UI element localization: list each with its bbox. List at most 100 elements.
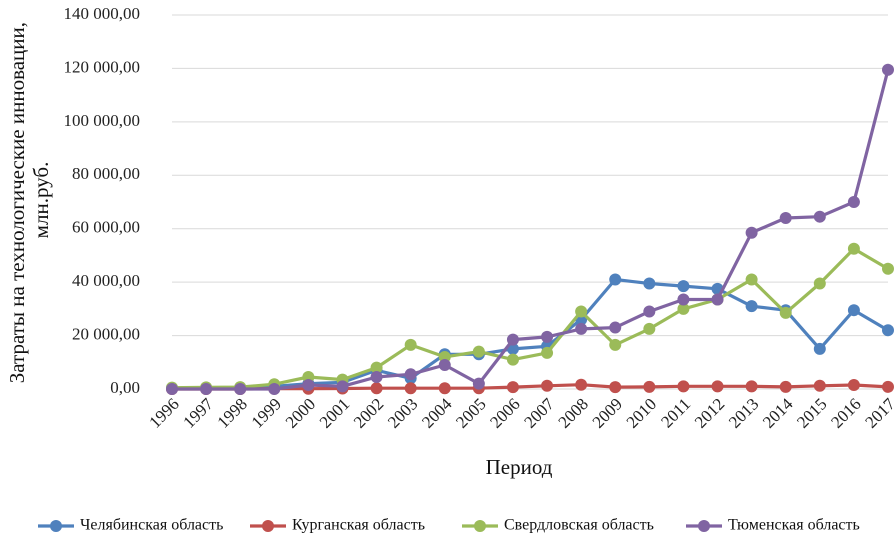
y-axis-label: Затраты на технологические инновации, мл… (5, 17, 53, 384)
grid-lines (172, 14, 888, 390)
data-point (643, 277, 656, 290)
data-point (677, 293, 690, 306)
x-axis-tick-labels: 1996199719981999200020012002200320042005… (145, 394, 896, 432)
data-point (541, 330, 554, 343)
x-tick-label: 2004 (418, 394, 456, 432)
data-point (336, 380, 349, 393)
x-tick-label: 2017 (861, 394, 896, 432)
data-point (541, 379, 554, 392)
data-point (711, 380, 724, 393)
data-point (813, 277, 826, 290)
y-tick-label: 100 000,00 (64, 111, 141, 130)
data-point (677, 280, 690, 293)
data-point (813, 342, 826, 355)
data-point (506, 353, 519, 366)
data-point (166, 383, 178, 395)
legend-swatch-marker (262, 520, 274, 532)
data-point (609, 381, 622, 394)
data-point (745, 273, 758, 286)
data-point (575, 378, 588, 391)
legend-label: Курганская область (292, 517, 425, 534)
series-4 (166, 63, 894, 395)
x-tick-label: 2008 (554, 394, 591, 431)
data-point (745, 380, 758, 393)
data-point (779, 380, 792, 393)
x-tick-label: 2015 (793, 394, 830, 431)
data-point (370, 361, 383, 374)
x-tick-label: 1998 (214, 394, 251, 431)
series-1 (166, 273, 894, 395)
data-point (609, 273, 622, 286)
data-point (882, 63, 894, 76)
y-tick-label: 20 000,00 (72, 324, 140, 343)
data-point (472, 377, 485, 390)
x-tick-label: 2016 (827, 394, 864, 431)
x-tick-label: 2005 (452, 394, 489, 431)
y-tick-label: 140 000,00 (64, 4, 141, 23)
data-point (200, 383, 213, 395)
data-point (609, 321, 622, 334)
legend-swatch-marker (474, 520, 486, 532)
y-tick-label: 120 000,00 (64, 57, 141, 76)
data-point (677, 302, 690, 315)
legend-label: Свердловская область (504, 517, 654, 534)
data-point (847, 196, 860, 208)
x-tick-label: 2000 (282, 394, 319, 431)
x-tick-label: 1999 (248, 394, 285, 431)
legend-label: Челябинская область (80, 517, 223, 534)
data-point (711, 293, 724, 306)
data-point (268, 383, 281, 395)
data-point (609, 338, 622, 351)
y-axis-label-line-1: Затраты на технологические инновации, (5, 22, 29, 383)
y-tick-label: 0,00 (110, 378, 140, 397)
y-tick-label: 80 000,00 (72, 164, 140, 183)
y-axis-label-line-2: млн.руб. (29, 162, 53, 239)
data-point (575, 322, 588, 335)
x-tick-label: 2006 (486, 394, 523, 431)
x-axis-label: Период (486, 455, 553, 479)
x-tick-label: 2009 (589, 394, 626, 431)
legend-item: Свердловская область (462, 517, 654, 534)
data-point (370, 370, 383, 383)
data-point (882, 324, 894, 337)
y-axis-tick-labels: 0,00 20 000,00 40 000,00 60 000,00 80 000,00… (64, 4, 141, 397)
data-point (847, 378, 860, 391)
legend-item: Курганская область (250, 517, 425, 534)
data-point (404, 338, 417, 351)
data-point (745, 226, 758, 239)
data-point (404, 368, 417, 381)
x-tick-label: 2011 (657, 394, 694, 431)
data-point (813, 210, 826, 223)
data-point (813, 379, 826, 392)
x-tick-label: 2010 (623, 394, 660, 431)
x-tick-label: 2001 (316, 394, 353, 431)
series-line (171, 247, 889, 390)
x-tick-label: 2014 (759, 394, 797, 432)
data-point (370, 382, 383, 395)
data-point (882, 380, 894, 393)
data-point (643, 322, 656, 335)
x-tick-label: 1996 (145, 394, 182, 431)
x-tick-label: 2003 (384, 394, 421, 431)
data-point (438, 382, 451, 395)
data-point (779, 306, 792, 319)
data-point (677, 380, 690, 393)
data-point (472, 345, 485, 358)
data-point (541, 346, 554, 359)
series-line (172, 383, 889, 391)
series-line (172, 69, 890, 391)
x-tick-label: 2007 (520, 394, 558, 432)
legend-swatch-marker (698, 520, 710, 532)
series-line (171, 277, 889, 391)
data-point (506, 333, 519, 346)
legend-item: Тюменская область (686, 517, 860, 534)
y-tick-label: 40 000,00 (72, 271, 140, 290)
data-point (404, 382, 417, 395)
data-point (779, 212, 792, 225)
legend: Челябинская область Курганская область Све… (38, 517, 860, 534)
y-tick-label: 60 000,00 (72, 218, 140, 237)
data-point (847, 304, 860, 317)
data-point (438, 358, 451, 371)
data-point (745, 300, 758, 313)
